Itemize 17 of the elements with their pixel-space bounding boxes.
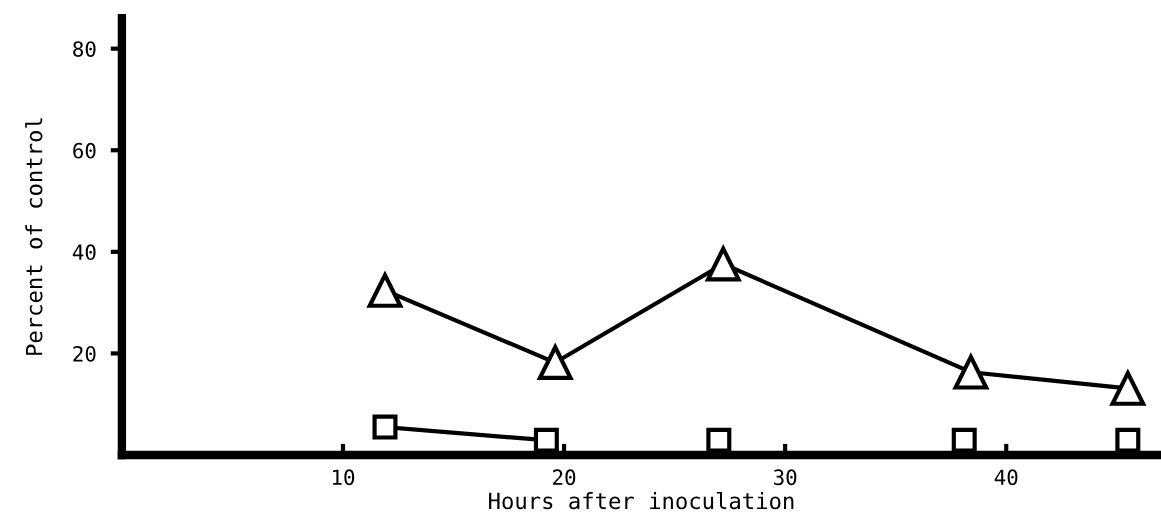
- point: [951, 427, 977, 453]
- point: [372, 414, 398, 440]
- point: [952, 352, 990, 390]
- point: [1115, 427, 1141, 453]
- point: [704, 244, 742, 282]
- x-tick-label: 40: [994, 469, 1018, 486]
- x-tick-label: 20: [553, 469, 576, 486]
- x-tick-label: 10: [332, 469, 355, 486]
- y-tick-label: 80: [73, 41, 96, 57]
- x-tick-label: 30: [774, 469, 797, 486]
- point: [533, 427, 559, 453]
- y-axis-title: Percent of control: [25, 118, 43, 355]
- y-tick-label: 40: [72, 244, 96, 261]
- y-tick-label: 60: [73, 142, 96, 159]
- y-tick-label: 20: [73, 345, 96, 362]
- x-axis-title: Hours after inoculation: [489, 491, 794, 510]
- point: [706, 427, 732, 453]
